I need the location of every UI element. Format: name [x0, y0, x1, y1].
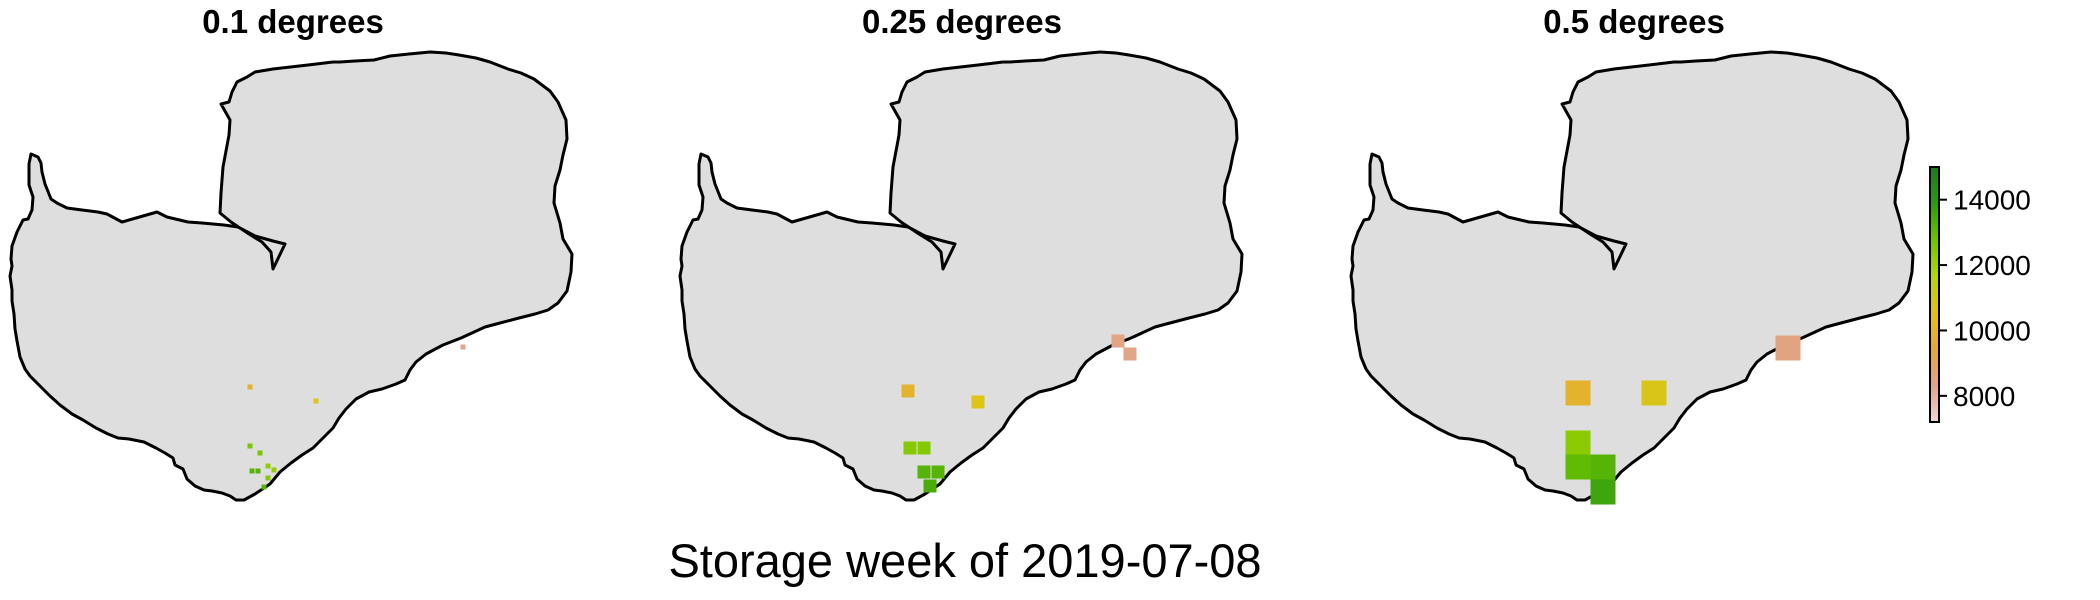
heatmap-cell — [1565, 454, 1591, 480]
panel-title: 0.1 degrees — [202, 3, 384, 40]
heatmap-cell — [271, 467, 277, 473]
heatmap-cell — [265, 463, 271, 469]
map-outline — [678, 50, 1244, 502]
legend-tick-label: 10000 — [1953, 315, 2031, 346]
heatmap-cell — [901, 384, 915, 398]
heatmap-cell — [247, 443, 253, 449]
panel-title: 0.5 degrees — [1543, 3, 1725, 40]
figure-caption: Storage week of 2019-07-08 — [668, 534, 1261, 587]
heatmap-cell — [1123, 347, 1137, 361]
heatmap-cell — [255, 468, 261, 474]
legend-tick-label: 12000 — [1953, 250, 2031, 281]
legend-color-bar — [1929, 166, 1940, 423]
heatmap-cell — [247, 384, 253, 390]
heatmap-cell — [923, 479, 937, 493]
heatmap-cell — [917, 465, 931, 479]
heatmap-cell — [249, 468, 255, 474]
heatmap-cell — [460, 344, 466, 350]
heatmap-cell — [1565, 380, 1591, 406]
panel-title: 0.25 degrees — [862, 3, 1062, 40]
map-panel-0-25-degrees — [678, 50, 1244, 502]
map-panel-0-5-degrees — [1349, 50, 1915, 505]
heatmap-cell — [1641, 380, 1667, 406]
heatmap-cell — [971, 395, 985, 409]
heatmap-cell — [1775, 335, 1801, 361]
legend-tick-label: 14000 — [1953, 185, 2031, 216]
heatmap-cell — [313, 398, 319, 404]
color-legend: 8000 10000 12000 14000 — [1929, 166, 2031, 423]
heatmap-cell — [257, 450, 263, 456]
heatmap-cell — [1111, 334, 1125, 348]
heatmap-cell — [1565, 430, 1591, 456]
map-panel-0-1-degrees — [8, 50, 574, 502]
heatmap-cell — [917, 441, 931, 455]
heatmap-cell — [1590, 479, 1616, 505]
heatmap-cell — [931, 465, 945, 479]
map-outline — [8, 50, 574, 502]
heatmap-cell — [1590, 454, 1616, 480]
map-outline — [1349, 50, 1915, 502]
heatmap-cell — [261, 484, 267, 490]
heatmap-cell — [265, 475, 271, 481]
heatmap-cell — [903, 441, 917, 455]
legend-tick-label: 8000 — [1953, 381, 2015, 412]
